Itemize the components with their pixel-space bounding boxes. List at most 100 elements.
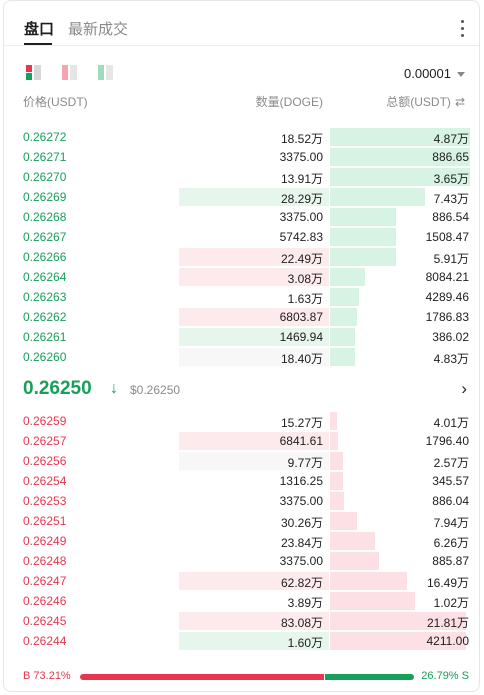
price-cell: 0.26261 (23, 330, 67, 344)
quantity-cell: 1.60万 (287, 636, 323, 650)
quantity-highlight (179, 188, 329, 206)
price-cell: 0.26268 (23, 210, 67, 224)
total-cell: 4211.00 (426, 634, 470, 648)
price-cell: 0.26248 (23, 554, 67, 568)
total-cell: 1508.47 (425, 230, 469, 244)
ask-row[interactable]: 0.26245 83.08万 21.81万 (4, 611, 479, 631)
bid-row[interactable]: 0.26264 3.08万 8084.21 (4, 267, 479, 287)
quantity-cell: 28.29万 (280, 192, 323, 206)
precision-value: 0.00001 (404, 66, 451, 81)
ask-row[interactable]: 0.26246 3.89万 1.02万 (4, 591, 479, 611)
quantity-highlight (179, 452, 329, 470)
depth-bar (330, 328, 355, 346)
mode-bids-icon[interactable] (98, 65, 116, 81)
total-cell: 1796.40 (425, 434, 469, 448)
depth-bar (330, 128, 470, 146)
tab-recent-trades[interactable]: 最新成交 (68, 21, 129, 38)
ask-row[interactable]: 0.26259 15.27万 4.01万 (4, 411, 479, 431)
quantity-cell: 9.77万 (287, 456, 323, 470)
quantity-highlight (179, 248, 329, 266)
total-cell: 4.87万 (433, 132, 469, 146)
price-cell: 0.26272 (23, 130, 67, 144)
ask-row[interactable]: 0.26244 1.60万 4211.00 (4, 631, 479, 651)
total-cell: 2.57万 (433, 456, 469, 470)
total-cell: 4.83万 (433, 352, 469, 366)
down-arrow-icon: ↓ (110, 380, 118, 397)
price-cell: 0.26259 (23, 414, 67, 428)
depth-bar (330, 268, 365, 286)
bid-row[interactable]: 0.26261 1469.94 386.02 (4, 327, 479, 347)
total-cell: 7.94万 (433, 516, 469, 530)
ask-row[interactable]: 0.26247 62.82万 16.49万 (4, 571, 479, 591)
depth-bar (330, 228, 396, 246)
last-price-row: 0.26250 ↓ $0.26250 › (4, 375, 479, 403)
header-total-label: 总额(USDT) (386, 95, 451, 109)
price-cell: 0.26247 (23, 574, 67, 588)
header-quantity: 数量(DOGE) (255, 95, 323, 109)
ask-row[interactable]: 0.26253 3375.00 886.04 (4, 491, 479, 511)
quantity-cell: 1.63万 (287, 292, 323, 306)
buy-ratio-text: B 73.21% (23, 670, 71, 682)
more-options-icon[interactable] (459, 20, 465, 38)
buy-percent: 73.21% (33, 670, 71, 682)
depth-bar (330, 472, 343, 490)
bid-row[interactable]: 0.26262 6803.87 1786.83 (4, 307, 479, 327)
quantity-cell: 1316.25 (279, 474, 323, 488)
column-headers: 价格(USDT) 数量(DOGE) 总额(USDT) ⇄ (4, 93, 479, 109)
bid-row[interactable]: 0.26266 22.49万 5.91万 (4, 247, 479, 267)
bid-row[interactable]: 0.26269 28.29万 7.43万 (4, 187, 479, 207)
sell-ratio-bar (325, 674, 414, 680)
total-cell: 1786.83 (425, 310, 469, 324)
total-cell: 886.54 (432, 210, 469, 224)
depth-bar (330, 412, 337, 430)
price-cell: 0.26263 (23, 290, 67, 304)
mode-asks-icon[interactable] (62, 65, 80, 81)
price-cell: 0.26269 (23, 190, 67, 204)
bid-row[interactable]: 0.26271 3375.00 886.65 (4, 147, 479, 167)
total-cell: 886.04 (432, 494, 469, 508)
quantity-highlight (179, 432, 329, 450)
price-cell: 0.26267 (23, 230, 67, 244)
bid-row[interactable]: 0.26260 18.40万 4.83万 (4, 347, 479, 367)
bid-row[interactable]: 0.26270 13.91万 3.65万 (4, 167, 479, 187)
price-cell: 0.26245 (23, 614, 67, 628)
total-cell: 3.65万 (433, 172, 469, 186)
header-total[interactable]: 总额(USDT) ⇄ (386, 93, 465, 110)
precision-dropdown[interactable]: 0.00001 (404, 66, 465, 81)
header-price: 价格(USDT) (23, 95, 88, 109)
price-cell: 0.26253 (23, 494, 67, 508)
bid-row[interactable]: 0.26267 5742.83 1508.47 (4, 227, 479, 247)
order-book-panel: 盘口 最新成交 0.00001 价格(USDT) 数量(DOGE) 总额(USD… (3, 0, 480, 692)
price-cell: 0.26246 (23, 594, 67, 608)
price-cell: 0.26251 (23, 514, 67, 528)
depth-bar (330, 348, 355, 366)
quantity-highlight (179, 328, 329, 346)
quantity-highlight (179, 632, 329, 650)
total-cell: 885.87 (432, 554, 469, 568)
ask-row[interactable]: 0.26256 9.77万 2.57万 (4, 451, 479, 471)
quantity-cell: 5742.83 (279, 230, 323, 244)
swap-icon: ⇄ (454, 95, 465, 109)
price-cell: 0.26264 (23, 270, 67, 284)
sell-label: S (461, 670, 469, 682)
bid-row[interactable]: 0.26272 18.52万 4.87万 (4, 127, 479, 147)
depth-bar (330, 572, 407, 590)
quantity-cell: 23.84万 (280, 536, 323, 550)
last-price: 0.26250 (23, 378, 92, 399)
quantity-highlight (179, 612, 329, 630)
bid-row[interactable]: 0.26263 1.63万 4289.46 (4, 287, 479, 307)
ask-row[interactable]: 0.26254 1316.25 345.57 (4, 471, 479, 491)
ask-row[interactable]: 0.26249 23.84万 6.26万 (4, 531, 479, 551)
ask-row[interactable]: 0.26257 6841.61 1796.40 (4, 431, 479, 451)
active-tab-indicator (24, 43, 52, 45)
ask-row[interactable]: 0.26251 30.26万 7.94万 (4, 511, 479, 531)
bid-row[interactable]: 0.26268 3375.00 886.54 (4, 207, 479, 227)
quantity-cell: 3375.00 (279, 150, 323, 164)
depth-bar (330, 532, 375, 550)
chevron-right-icon[interactable]: › (461, 379, 467, 398)
tab-order-book[interactable]: 盘口 (24, 21, 55, 38)
ask-row[interactable]: 0.26248 3375.00 885.87 (4, 551, 479, 571)
buy-label: B (23, 670, 31, 682)
mode-both-icon[interactable] (26, 65, 44, 81)
quantity-highlight (179, 348, 329, 366)
